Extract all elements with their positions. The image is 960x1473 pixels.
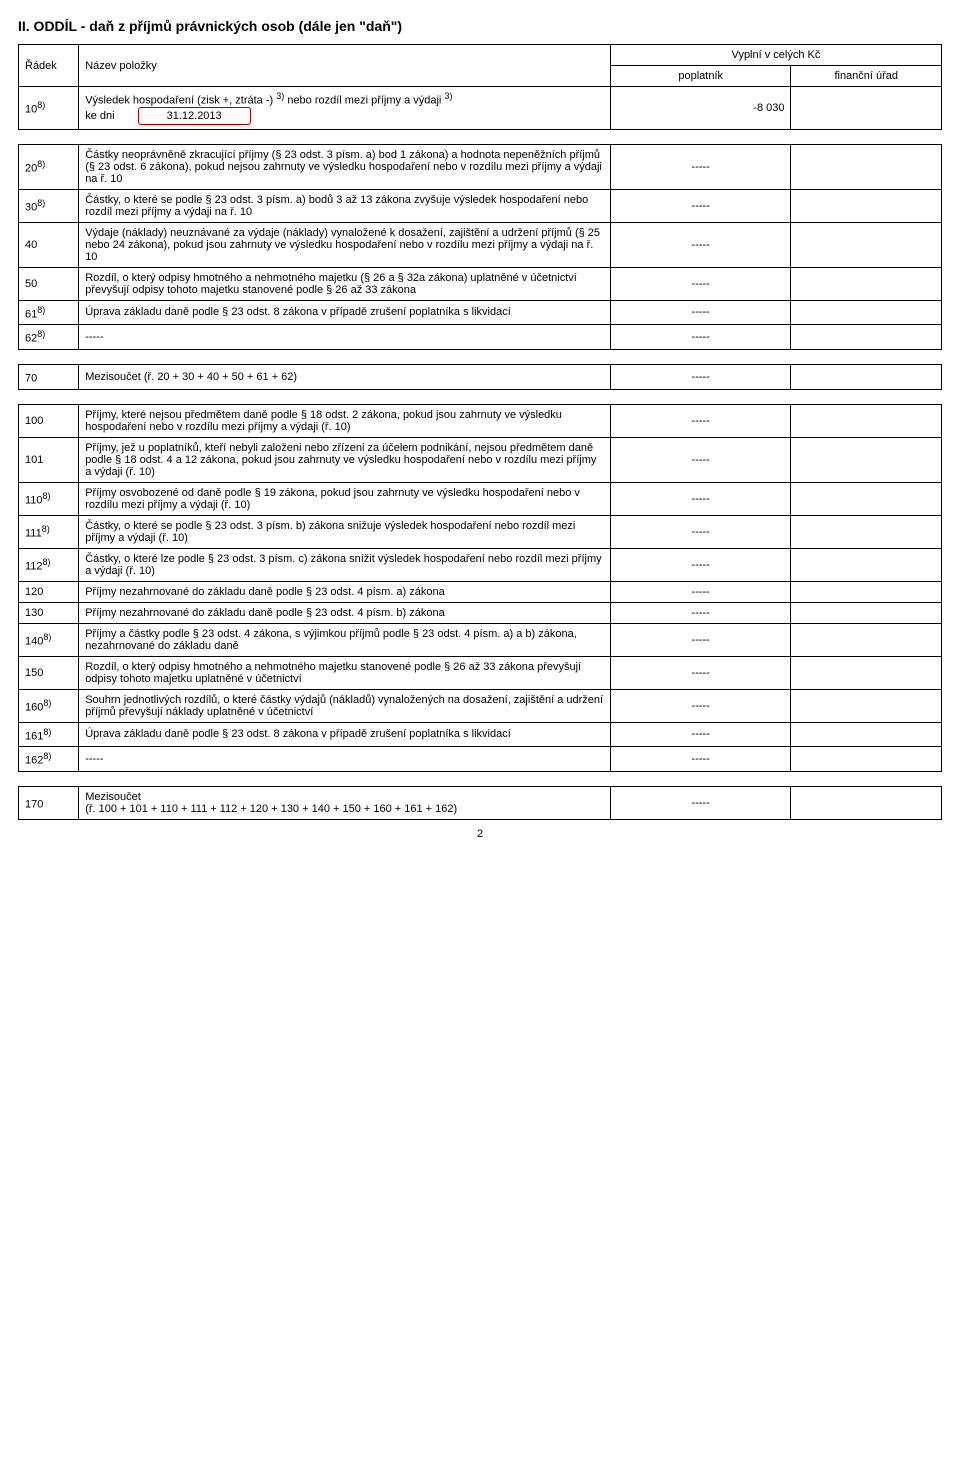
- row-120-radek: 120: [19, 581, 79, 602]
- row-112-value: -----: [610, 548, 791, 581]
- row-30-radek: 308): [19, 189, 79, 222]
- block-b-table: 100Příjmy, které nejsou předmětem daně p…: [18, 404, 942, 772]
- row-61-text: Úprava základu daně podle § 23 odst. 8 z…: [79, 300, 611, 325]
- row-62-finurad: [791, 325, 942, 350]
- row-100-finurad: [791, 404, 942, 437]
- page-number: 2: [18, 828, 942, 840]
- row-120-value: -----: [610, 581, 791, 602]
- row-20-value: -----: [610, 144, 791, 189]
- row-101-finurad: [791, 437, 942, 482]
- row-112-radek: 1128): [19, 548, 79, 581]
- row-70-value: -----: [610, 364, 791, 389]
- row-101-radek: 101: [19, 437, 79, 482]
- row-150-text: Rozdíl, o který odpisy hmotného a nehmot…: [79, 656, 611, 689]
- row-40-text: Výdaje (náklady) neuznávané za výdaje (n…: [79, 222, 611, 267]
- row-120-finurad: [791, 581, 942, 602]
- row-20-radek: 208): [19, 144, 79, 189]
- row-30-value: -----: [610, 189, 791, 222]
- row-100-text: Příjmy, které nejsou předmětem daně podl…: [79, 404, 611, 437]
- row-61-radek: 618): [19, 300, 79, 325]
- row-150-value: -----: [610, 656, 791, 689]
- col-header-poplatnik: poplatník: [610, 66, 791, 87]
- row-160-radek: 1608): [19, 689, 79, 722]
- row-62-value: -----: [610, 325, 791, 350]
- header-table: Řádek Název položky Vyplní v celých Kč p…: [18, 44, 942, 130]
- row-10-radek: 108): [19, 87, 79, 130]
- row-10-finurad: [791, 87, 942, 130]
- row-161-finurad: [791, 722, 942, 747]
- row-130-radek: 130: [19, 602, 79, 623]
- row-110-finurad: [791, 482, 942, 515]
- row-40-value: -----: [610, 222, 791, 267]
- row-112-text: Částky, o které lze podle § 23 odst. 3 p…: [79, 548, 611, 581]
- row-160-finurad: [791, 689, 942, 722]
- row-50-finurad: [791, 267, 942, 300]
- col-header-vyplni: Vyplní v celých Kč: [610, 45, 941, 66]
- row-100-value: -----: [610, 404, 791, 437]
- row-61-finurad: [791, 300, 942, 325]
- row-110-text: Příjmy osvobozené od daně podle § 19 zák…: [79, 482, 611, 515]
- col-header-finurad: finanční úřad: [791, 66, 942, 87]
- block-a-table: 208)Částky neoprávněně zkracující příjmy…: [18, 144, 942, 350]
- row-111-radek: 1118): [19, 515, 79, 548]
- row-50-value: -----: [610, 267, 791, 300]
- row-62-text: -----: [79, 325, 611, 350]
- row-70-radek: 70: [19, 364, 79, 389]
- row-100-radek: 100: [19, 404, 79, 437]
- row-111-finurad: [791, 515, 942, 548]
- row-110-radek: 1108): [19, 482, 79, 515]
- row-162-text: -----: [79, 747, 611, 772]
- row-162-value: -----: [610, 747, 791, 772]
- row-140-text: Příjmy a částky podle § 23 odst. 4 zákon…: [79, 623, 611, 656]
- row-101-text: Příjmy, jež u poplatníků, kteří nebyli z…: [79, 437, 611, 482]
- date-input[interactable]: 31.12.2013: [138, 107, 251, 125]
- row-70-text: Mezisoučet (ř. 20 + 30 + 40 + 50 + 61 + …: [79, 364, 611, 389]
- row-170-table: 170 Mezisoučet (ř. 100 + 101 + 110 + 111…: [18, 786, 942, 820]
- row-101-value: -----: [610, 437, 791, 482]
- col-header-radek: Řádek: [19, 45, 79, 87]
- row-61-value: -----: [610, 300, 791, 325]
- row-170-finurad: [791, 786, 942, 819]
- row-162-radek: 1628): [19, 747, 79, 772]
- row-62-radek: 628): [19, 325, 79, 350]
- row-130-finurad: [791, 602, 942, 623]
- row-170-text: Mezisoučet (ř. 100 + 101 + 110 + 111 + 1…: [79, 786, 611, 819]
- row-130-text: Příjmy nezahrnované do základu daně podl…: [79, 602, 611, 623]
- row-130-value: -----: [610, 602, 791, 623]
- row-112-finurad: [791, 548, 942, 581]
- row-20-text: Částky neoprávněně zkracující příjmy (§ …: [79, 144, 611, 189]
- row-111-value: -----: [610, 515, 791, 548]
- row-111-text: Částky, o které se podle § 23 odst. 3 pí…: [79, 515, 611, 548]
- row-40-radek: 40: [19, 222, 79, 267]
- row-160-text: Souhrn jednotlivých rozdílů, o které čás…: [79, 689, 611, 722]
- row-170-value: -----: [610, 786, 791, 819]
- row-30-finurad: [791, 189, 942, 222]
- row-70-table: 70 Mezisoučet (ř. 20 + 30 + 40 + 50 + 61…: [18, 364, 942, 390]
- row-70-finurad: [791, 364, 942, 389]
- row-20-finurad: [791, 144, 942, 189]
- row-161-radek: 1618): [19, 722, 79, 747]
- row-120-text: Příjmy nezahrnované do základu daně podl…: [79, 581, 611, 602]
- col-header-nazev: Název položky: [79, 45, 611, 87]
- row-161-value: -----: [610, 722, 791, 747]
- row-30-text: Částky, o které se podle § 23 odst. 3 pí…: [79, 189, 611, 222]
- section-title: II. ODDÍL - daň z příjmů právnických oso…: [18, 18, 942, 34]
- row-10-value: -8 030: [610, 87, 791, 130]
- row-140-radek: 1408): [19, 623, 79, 656]
- row-50-text: Rozdíl, o který odpisy hmotného a nehmot…: [79, 267, 611, 300]
- row-10-text: Výsledek hospodaření (zisk +, ztráta -) …: [79, 87, 611, 130]
- row-160-value: -----: [610, 689, 791, 722]
- row-161-text: Úprava základu daně podle § 23 odst. 8 z…: [79, 722, 611, 747]
- row-110-value: -----: [610, 482, 791, 515]
- row-150-finurad: [791, 656, 942, 689]
- row-40-finurad: [791, 222, 942, 267]
- row-140-value: -----: [610, 623, 791, 656]
- row-162-finurad: [791, 747, 942, 772]
- row-140-finurad: [791, 623, 942, 656]
- row-170-radek: 170: [19, 786, 79, 819]
- row-150-radek: 150: [19, 656, 79, 689]
- row-50-radek: 50: [19, 267, 79, 300]
